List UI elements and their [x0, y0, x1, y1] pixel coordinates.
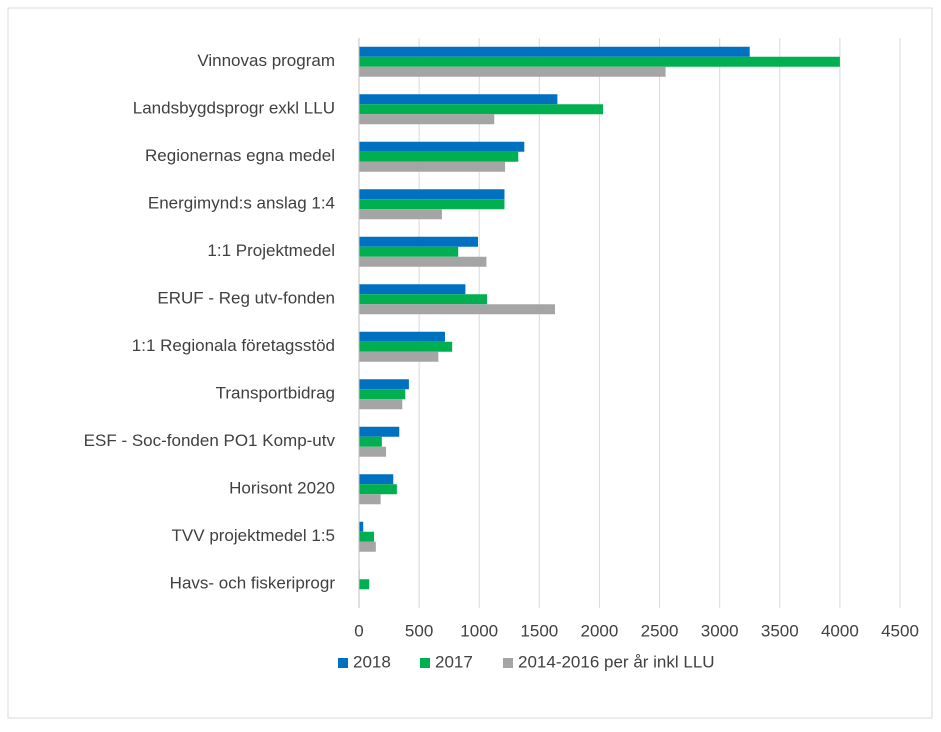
legend-label: 2018 — [353, 652, 391, 671]
y-tick-label: TVV projektmedel 1:5 — [172, 526, 335, 545]
bar — [359, 541, 376, 552]
bar — [359, 256, 487, 267]
y-tick-label: 1:1 Projektmedel — [207, 241, 335, 260]
bar — [359, 521, 364, 532]
bar — [359, 399, 403, 410]
bar — [359, 161, 506, 172]
x-tick-label: 2500 — [641, 621, 679, 640]
bar — [359, 189, 505, 200]
y-tick-label: ERUF - Reg utv-fonden — [157, 289, 335, 308]
bar — [359, 114, 495, 125]
bar — [359, 199, 505, 210]
x-tick-label: 2000 — [581, 621, 619, 640]
x-tick-label: 4000 — [821, 621, 859, 640]
y-tick-label: Havs- och fiskeriprogr — [170, 574, 336, 593]
bar — [359, 494, 381, 505]
bar — [359, 531, 375, 542]
bar — [359, 209, 442, 220]
bar — [359, 236, 479, 247]
bar — [359, 141, 525, 152]
bar — [359, 56, 840, 67]
x-tick-label: 4500 — [881, 621, 919, 640]
y-tick-label: Vinnovas program — [197, 51, 335, 70]
y-tick-label: 1:1 Regionala företagsstöd — [132, 336, 335, 355]
chart-border — [7, 7, 933, 719]
y-tick-label: Energimynd:s anslag 1:4 — [148, 194, 335, 213]
y-tick-label: ESF - Soc-fonden PO1 Komp-utv — [84, 431, 336, 450]
bar — [359, 474, 394, 485]
bar — [359, 446, 387, 457]
bar — [359, 426, 400, 437]
x-tick-label: 3500 — [761, 621, 799, 640]
bar — [359, 284, 466, 295]
bar — [359, 294, 488, 305]
bar — [359, 246, 459, 257]
x-tick-label: 500 — [405, 621, 433, 640]
x-tick-label: 3000 — [701, 621, 739, 640]
bar — [359, 379, 409, 390]
bar — [359, 94, 558, 105]
bar — [359, 436, 382, 447]
legend-swatch — [420, 658, 430, 668]
bar — [359, 389, 406, 400]
bar — [359, 341, 453, 352]
bar — [359, 579, 370, 590]
legend-label: 2017 — [435, 652, 473, 671]
legend-label: 2014-2016 per år inkl LLU — [518, 652, 715, 671]
x-tick-label: 1500 — [520, 621, 558, 640]
x-tick-label: 1000 — [460, 621, 498, 640]
bar — [359, 484, 397, 495]
y-tick-label: Landsbygdsprogr exkl LLU — [133, 99, 335, 118]
x-tick-label: 0 — [354, 621, 363, 640]
bar — [359, 66, 666, 77]
bar — [359, 351, 439, 362]
bar — [359, 304, 555, 315]
y-tick-label: Horisont 2020 — [229, 479, 335, 498]
bar — [359, 46, 750, 57]
legend-swatch — [503, 658, 513, 668]
legend-swatch — [338, 658, 348, 668]
y-tick-label: Regionernas egna medel — [145, 146, 335, 165]
bar — [359, 331, 445, 342]
y-tick-label: Transportbidrag — [216, 384, 335, 403]
bar — [359, 104, 604, 115]
bar — [359, 151, 519, 162]
